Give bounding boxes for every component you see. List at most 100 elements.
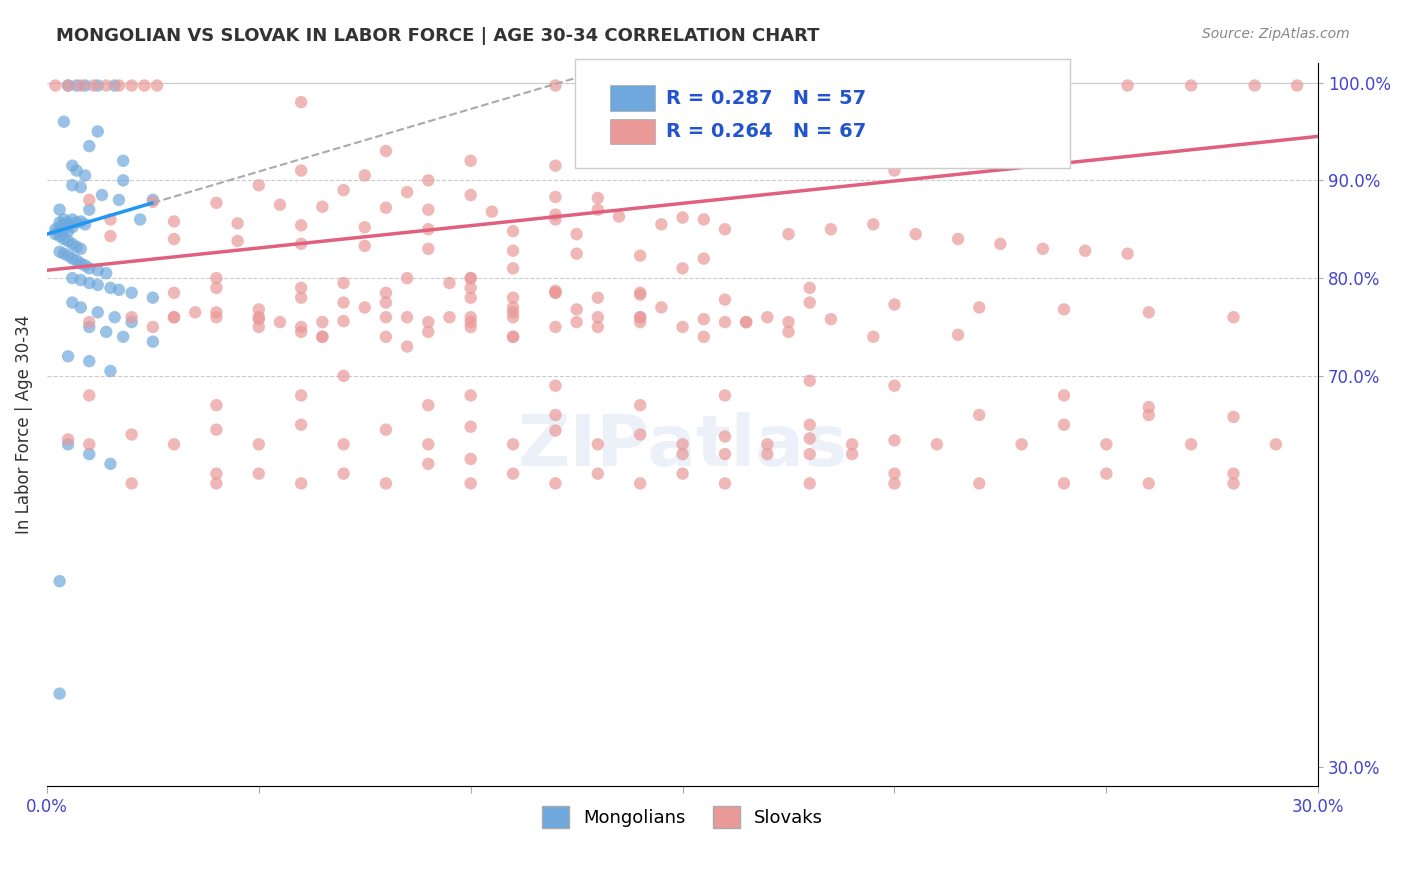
Mongolians	[69, 301, 91, 315]
Slovaks	[290, 320, 312, 334]
Slovaks	[108, 78, 131, 93]
Slovaks	[883, 163, 905, 178]
Slovaks	[756, 114, 779, 128]
Slovaks	[1137, 476, 1160, 491]
Mongolians	[56, 215, 79, 229]
Slovaks	[1053, 417, 1076, 432]
Slovaks	[396, 271, 419, 285]
Slovaks	[77, 315, 100, 329]
Slovaks	[163, 214, 186, 228]
Slovaks	[544, 320, 567, 334]
Mongolians	[56, 249, 79, 263]
Slovaks	[163, 285, 186, 300]
Slovaks	[883, 297, 905, 311]
Slovaks	[205, 398, 228, 412]
Slovaks	[205, 476, 228, 491]
Slovaks	[565, 315, 588, 329]
Slovaks	[650, 301, 672, 315]
Slovaks	[628, 287, 651, 301]
Slovaks	[565, 302, 588, 317]
Slovaks	[735, 315, 758, 329]
Slovaks	[163, 310, 186, 325]
Slovaks	[1053, 302, 1076, 317]
Slovaks	[544, 408, 567, 422]
Mongolians	[87, 277, 110, 292]
Slovaks	[799, 281, 821, 295]
Slovaks	[1032, 242, 1054, 256]
Slovaks	[1053, 78, 1076, 93]
Mongolians	[56, 234, 79, 248]
Slovaks	[332, 276, 354, 290]
Slovaks	[460, 281, 482, 295]
Slovaks	[460, 388, 482, 402]
Slovaks	[544, 190, 567, 204]
Slovaks	[311, 330, 333, 344]
Mongolians	[56, 224, 79, 238]
Slovaks	[714, 315, 737, 329]
Slovaks	[1222, 467, 1244, 481]
Slovaks	[883, 378, 905, 392]
Slovaks	[544, 78, 567, 93]
Mongolians	[87, 78, 110, 93]
Slovaks	[799, 476, 821, 491]
Slovaks	[756, 437, 779, 451]
Slovaks	[607, 210, 630, 224]
Slovaks	[163, 232, 186, 246]
Mongolians	[65, 163, 87, 178]
Slovaks	[967, 408, 990, 422]
Slovaks	[460, 291, 482, 305]
Slovaks	[134, 78, 156, 93]
Slovaks	[565, 246, 588, 260]
Slovaks	[121, 427, 143, 442]
Slovaks	[56, 78, 79, 93]
Slovaks	[205, 305, 228, 319]
Slovaks	[714, 388, 737, 402]
Mongolians	[52, 246, 75, 260]
Mongolians	[52, 232, 75, 246]
Slovaks	[374, 201, 396, 215]
Slovaks	[290, 236, 312, 251]
Slovaks	[290, 417, 312, 432]
Slovaks	[226, 234, 249, 248]
Slovaks	[247, 320, 270, 334]
Mongolians	[73, 218, 96, 232]
Mongolians	[121, 285, 143, 300]
Slovaks	[163, 310, 186, 325]
Slovaks	[693, 330, 716, 344]
Slovaks	[904, 227, 927, 241]
Slovaks	[946, 327, 969, 342]
Slovaks	[586, 291, 609, 305]
Mongolians	[112, 173, 135, 187]
Mongolians	[69, 180, 91, 194]
Text: R = 0.264   N = 67: R = 0.264 N = 67	[666, 122, 866, 141]
Slovaks	[374, 285, 396, 300]
Slovaks	[714, 222, 737, 236]
Slovaks	[862, 218, 884, 232]
Mongolians	[60, 159, 83, 173]
Mongolians	[56, 349, 79, 363]
Mongolians	[77, 447, 100, 461]
Text: Source: ZipAtlas.com: Source: ZipAtlas.com	[1202, 27, 1350, 41]
Mongolians	[65, 78, 87, 93]
Slovaks	[502, 291, 524, 305]
Slovaks	[205, 310, 228, 325]
Slovaks	[778, 227, 800, 241]
Mongolians	[60, 212, 83, 227]
Mongolians	[112, 330, 135, 344]
Slovaks	[374, 476, 396, 491]
Slovaks	[142, 320, 165, 334]
Text: MONGOLIAN VS SLOVAK IN LABOR FORCE | AGE 30-34 CORRELATION CHART: MONGOLIAN VS SLOVAK IN LABOR FORCE | AGE…	[56, 27, 820, 45]
Slovaks	[69, 78, 91, 93]
Slovaks	[820, 222, 842, 236]
Mongolians	[77, 320, 100, 334]
Slovaks	[586, 467, 609, 481]
Slovaks	[1074, 244, 1097, 258]
Slovaks	[396, 340, 419, 354]
Slovaks	[247, 310, 270, 325]
Slovaks	[883, 434, 905, 448]
Slovaks	[205, 271, 228, 285]
Slovaks	[121, 310, 143, 325]
Mongolians	[56, 437, 79, 451]
Slovaks	[1137, 408, 1160, 422]
Slovaks	[502, 467, 524, 481]
